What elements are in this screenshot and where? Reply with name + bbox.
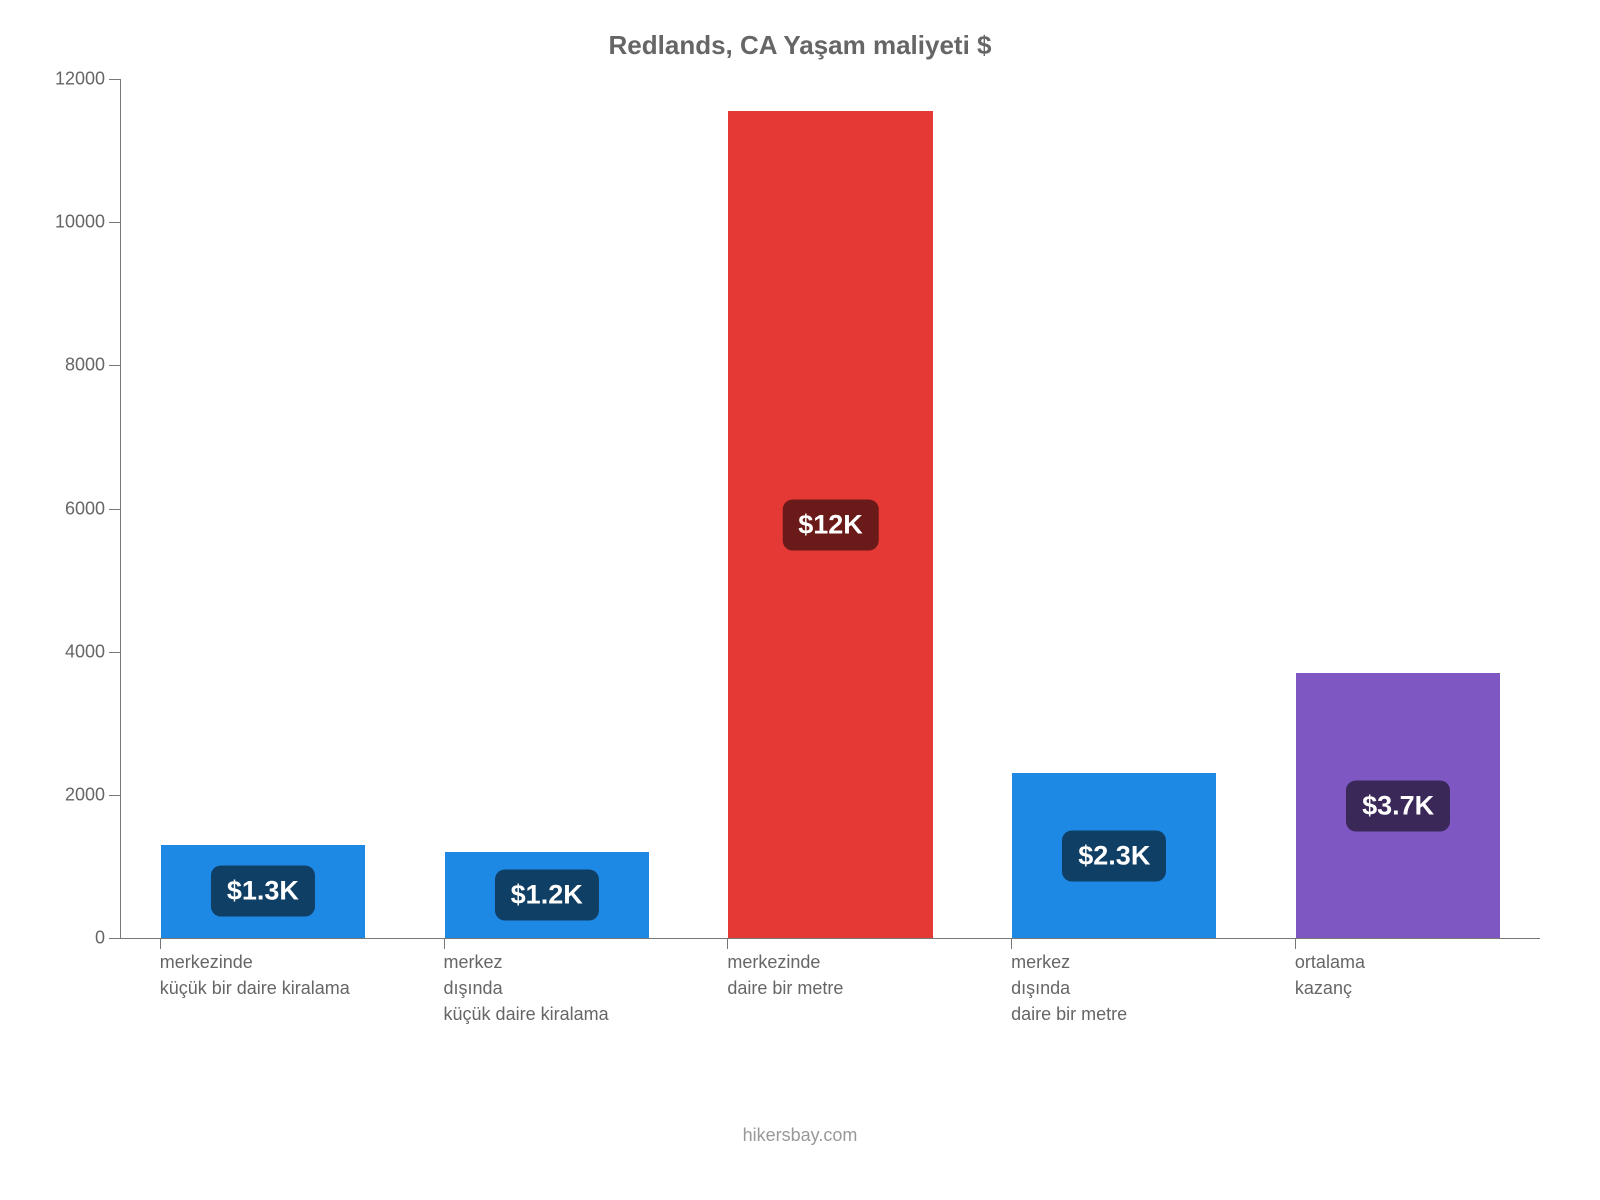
y-tick-label: 0 — [95, 928, 121, 949]
x-axis-label: merkez dışında küçük daire kiralama — [444, 949, 609, 1027]
x-tick — [727, 939, 728, 949]
x-axis-label: ortalama kazanç — [1295, 949, 1365, 1001]
chart-title: Redlands, CA Yaşam maliyeti $ — [40, 30, 1560, 61]
bar-value-label: $12K — [782, 499, 879, 550]
plot-area: $1.3K$1.2K$12K$2.3K$3.7K 020004000600080… — [120, 79, 1540, 939]
bar-value-label: $3.7K — [1346, 780, 1450, 831]
x-tick — [1011, 939, 1012, 949]
x-tick — [1295, 939, 1296, 949]
bars-layer: $1.3K $1.2K $12K $2.3K $3.7K — [121, 79, 1540, 938]
attribution-text: hikersbay.com — [40, 1125, 1560, 1146]
bar-value-label: $1.2K — [495, 870, 599, 921]
y-tick-label: 4000 — [65, 641, 121, 662]
cost-of-living-chart: Redlands, CA Yaşam maliyeti $ $1.3K $1.2K… — [0, 0, 1600, 1200]
bar-value-label: $1.3K — [211, 866, 315, 917]
y-tick-label: 6000 — [65, 498, 121, 519]
x-axis-label: merkezinde küçük bir daire kiralama — [160, 949, 350, 1001]
y-tick-label: 10000 — [55, 212, 121, 233]
x-axis-label: merkezinde daire bir metre — [727, 949, 843, 1001]
x-axis-labels: merkezinde küçük bir daire kiralama merke… — [120, 939, 1540, 1109]
bar-value-label: $2.3K — [1062, 830, 1166, 881]
x-tick — [444, 939, 445, 949]
x-tick — [160, 939, 161, 949]
x-axis-label: merkez dışında daire bir metre — [1011, 949, 1127, 1027]
y-tick-label: 2000 — [65, 784, 121, 805]
y-tick-label: 12000 — [55, 69, 121, 90]
y-tick-label: 8000 — [65, 355, 121, 376]
